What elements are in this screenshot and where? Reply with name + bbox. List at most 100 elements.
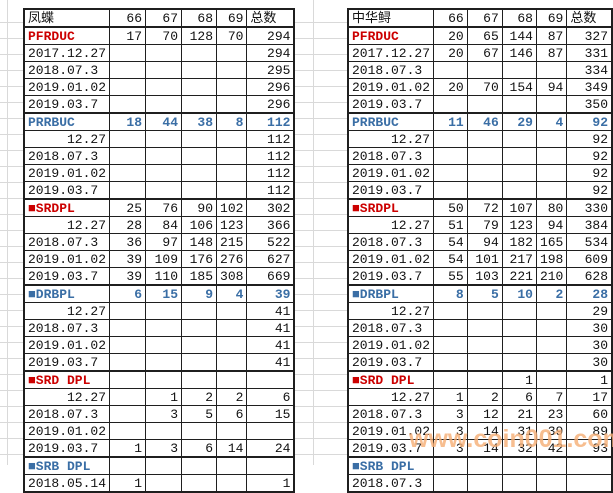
value-cell[interactable]: [501, 474, 537, 493]
value-cell[interactable]: [501, 319, 537, 337]
value-cell[interactable]: [501, 147, 537, 165]
value-cell[interactable]: [145, 370, 183, 389]
value-cell[interactable]: [181, 181, 218, 200]
value-cell[interactable]: [145, 61, 183, 79]
value-cell[interactable]: [501, 302, 537, 320]
value-cell[interactable]: 276: [216, 250, 248, 268]
date-label-cell[interactable]: 2019.03.7: [347, 439, 435, 458]
value-cell[interactable]: 20: [433, 78, 468, 96]
value-cell[interactable]: [216, 130, 248, 148]
date-label-cell[interactable]: 2019.01.02: [347, 336, 435, 354]
total-cell[interactable]: [246, 456, 295, 475]
value-cell[interactable]: [109, 456, 147, 475]
column-header[interactable]: 69: [535, 8, 568, 28]
column-header[interactable]: 总数: [566, 8, 613, 28]
date-label-cell[interactable]: 12.27: [347, 302, 435, 320]
value-cell[interactable]: 50: [433, 198, 468, 217]
value-cell[interactable]: [216, 422, 248, 440]
value-cell[interactable]: [145, 95, 183, 114]
date-label-cell[interactable]: 2019.01.02: [347, 422, 435, 440]
value-cell[interactable]: 31: [501, 422, 537, 440]
total-cell[interactable]: 331: [566, 44, 613, 62]
value-cell[interactable]: [535, 181, 568, 200]
total-cell[interactable]: [566, 456, 613, 475]
date-label-cell[interactable]: 2017.12.27: [347, 44, 435, 62]
date-label-cell[interactable]: 2018.07.3: [23, 61, 111, 79]
value-cell[interactable]: 4: [216, 284, 248, 303]
total-cell[interactable]: 294: [246, 44, 295, 62]
section-label-cell[interactable]: ■SRB DPL: [23, 456, 111, 475]
date-label-cell[interactable]: 2018.07.3: [23, 319, 111, 337]
value-cell[interactable]: 29: [501, 112, 537, 131]
value-cell[interactable]: [433, 456, 468, 475]
value-cell[interactable]: 2: [535, 284, 568, 303]
value-cell[interactable]: 38: [181, 112, 218, 131]
value-cell[interactable]: 1: [109, 474, 147, 493]
value-cell[interactable]: 90: [181, 198, 218, 217]
value-cell[interactable]: [535, 353, 568, 372]
value-cell[interactable]: [109, 130, 147, 148]
value-cell[interactable]: [466, 130, 503, 148]
value-cell[interactable]: [145, 353, 183, 372]
value-cell[interactable]: 2: [216, 388, 248, 406]
value-cell[interactable]: 2: [466, 388, 503, 406]
value-cell[interactable]: [466, 95, 503, 114]
value-cell[interactable]: 55: [433, 267, 468, 286]
date-label-cell[interactable]: 2019.03.7: [23, 181, 111, 200]
value-cell[interactable]: [501, 130, 537, 148]
value-cell[interactable]: [145, 456, 183, 475]
value-cell[interactable]: 148: [181, 233, 218, 251]
date-label-cell[interactable]: 2019.03.7: [347, 95, 435, 114]
value-cell[interactable]: 76: [145, 198, 183, 217]
value-cell[interactable]: 198: [535, 250, 568, 268]
value-cell[interactable]: [466, 164, 503, 182]
value-cell[interactable]: 7: [535, 388, 568, 406]
value-cell[interactable]: [535, 474, 568, 493]
total-cell[interactable]: 92: [566, 130, 613, 148]
date-label-cell[interactable]: 2019.01.02: [347, 78, 435, 96]
total-cell[interactable]: 30: [566, 336, 613, 354]
value-cell[interactable]: [535, 130, 568, 148]
value-cell[interactable]: [433, 147, 468, 165]
value-cell[interactable]: 14: [466, 422, 503, 440]
total-cell[interactable]: 93: [566, 439, 613, 458]
value-cell[interactable]: [216, 44, 248, 62]
date-label-cell[interactable]: 2018.07.3: [347, 405, 435, 423]
value-cell[interactable]: 80: [535, 198, 568, 217]
date-label-cell[interactable]: 2019.01.02: [23, 250, 111, 268]
value-cell[interactable]: [433, 336, 468, 354]
value-cell[interactable]: [433, 319, 468, 337]
date-label-cell[interactable]: 2019.01.02: [347, 164, 435, 182]
value-cell[interactable]: 144: [501, 26, 537, 45]
value-cell[interactable]: [466, 181, 503, 200]
value-cell[interactable]: [216, 95, 248, 114]
total-cell[interactable]: 302: [246, 198, 295, 217]
value-cell[interactable]: [145, 319, 183, 337]
date-label-cell[interactable]: 2018.05.14: [23, 474, 111, 493]
value-cell[interactable]: [181, 44, 218, 62]
column-header[interactable]: 68: [501, 8, 537, 28]
value-cell[interactable]: [181, 353, 218, 372]
value-cell[interactable]: 12: [466, 405, 503, 423]
total-cell[interactable]: 366: [246, 216, 295, 234]
value-cell[interactable]: 54: [433, 250, 468, 268]
column-header[interactable]: 69: [216, 8, 248, 28]
date-label-cell[interactable]: 2019.03.7: [23, 267, 111, 286]
column-header[interactable]: 总数: [246, 8, 295, 28]
value-cell[interactable]: [466, 336, 503, 354]
value-cell[interactable]: [216, 456, 248, 475]
value-cell[interactable]: [501, 353, 537, 372]
value-cell[interactable]: [535, 164, 568, 182]
value-cell[interactable]: 23: [535, 405, 568, 423]
value-cell[interactable]: [109, 422, 147, 440]
total-cell[interactable]: 522: [246, 233, 295, 251]
value-cell[interactable]: [501, 61, 537, 79]
column-header[interactable]: 67: [466, 8, 503, 28]
value-cell[interactable]: [466, 474, 503, 493]
total-cell[interactable]: 60: [566, 405, 613, 423]
date-label-cell[interactable]: 2019.03.7: [23, 353, 111, 372]
value-cell[interactable]: [216, 336, 248, 354]
date-label-cell[interactable]: 2019.03.7: [347, 181, 435, 200]
value-cell[interactable]: 72: [466, 198, 503, 217]
total-cell[interactable]: 330: [566, 198, 613, 217]
